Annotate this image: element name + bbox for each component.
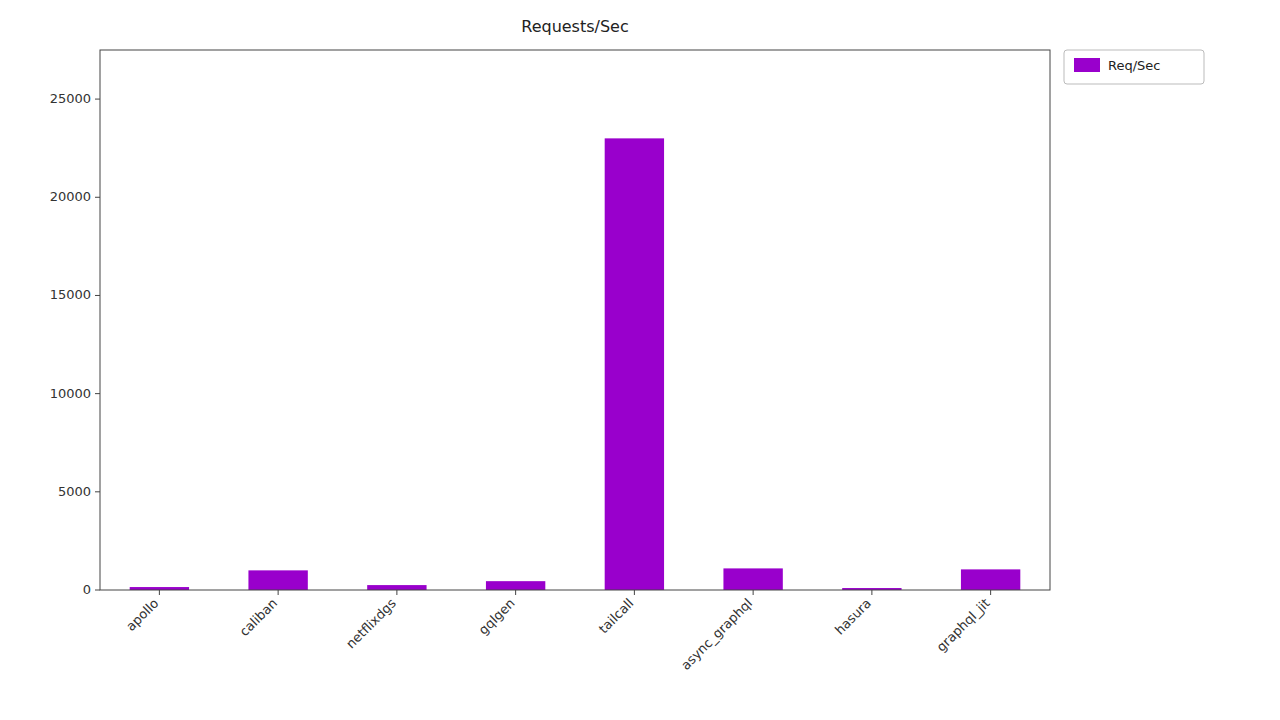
x-tick-label: hasura xyxy=(832,596,874,638)
y-tick xyxy=(95,590,100,591)
x-tick xyxy=(990,590,991,595)
x-tick xyxy=(278,590,279,595)
legend-box xyxy=(1064,50,1204,84)
x-tick-label: gqlgen xyxy=(476,596,518,638)
chart-svg: Requests/Sec 0 5000 10000 15000 20000 25000 apo… xyxy=(0,0,1280,720)
chart-title: Requests/Sec xyxy=(521,17,629,36)
legend-label: Req/Sec xyxy=(1108,58,1160,73)
bar xyxy=(605,138,664,590)
chart-container: Requests/Sec 0 5000 10000 15000 20000 25000 apo… xyxy=(0,0,1280,720)
bar xyxy=(367,585,426,590)
y-tick-label: 10000 xyxy=(50,386,91,401)
legend: Req/Sec xyxy=(1064,50,1204,84)
x-tick xyxy=(396,590,397,595)
bar xyxy=(961,569,1020,590)
x-tick xyxy=(634,590,635,595)
x-tick-label: apollo xyxy=(123,595,161,633)
x-tick-label: graphql_jit xyxy=(934,596,993,655)
y-tick-label: 0 xyxy=(83,582,91,597)
x-tick-label: async_graphql xyxy=(678,596,755,673)
x-tick xyxy=(753,590,754,595)
y-tick-label: 15000 xyxy=(50,287,91,302)
y-tick xyxy=(95,491,100,492)
y-tick-label: 25000 xyxy=(50,91,91,106)
x-axis: apollo caliban netflixdgs gqlgen tailcall asy… xyxy=(123,590,993,673)
x-tick-label: tailcall xyxy=(596,596,637,637)
y-tick xyxy=(95,393,100,394)
bar xyxy=(248,570,307,590)
x-tick xyxy=(515,590,516,595)
y-axis: 0 5000 10000 15000 20000 25000 xyxy=(50,91,100,597)
x-tick-label: netflixdgs xyxy=(343,595,399,651)
y-tick xyxy=(95,295,100,296)
bar xyxy=(723,568,782,590)
bar xyxy=(486,581,545,590)
legend-swatch xyxy=(1074,58,1100,72)
bars xyxy=(130,138,1021,590)
y-tick-label: 5000 xyxy=(58,484,91,499)
y-tick xyxy=(95,99,100,100)
y-tick-label: 20000 xyxy=(50,189,91,204)
x-tick xyxy=(871,590,872,595)
x-tick-label: caliban xyxy=(237,596,281,640)
y-tick xyxy=(95,197,100,198)
x-tick xyxy=(159,590,160,595)
plot-frame xyxy=(100,50,1050,590)
